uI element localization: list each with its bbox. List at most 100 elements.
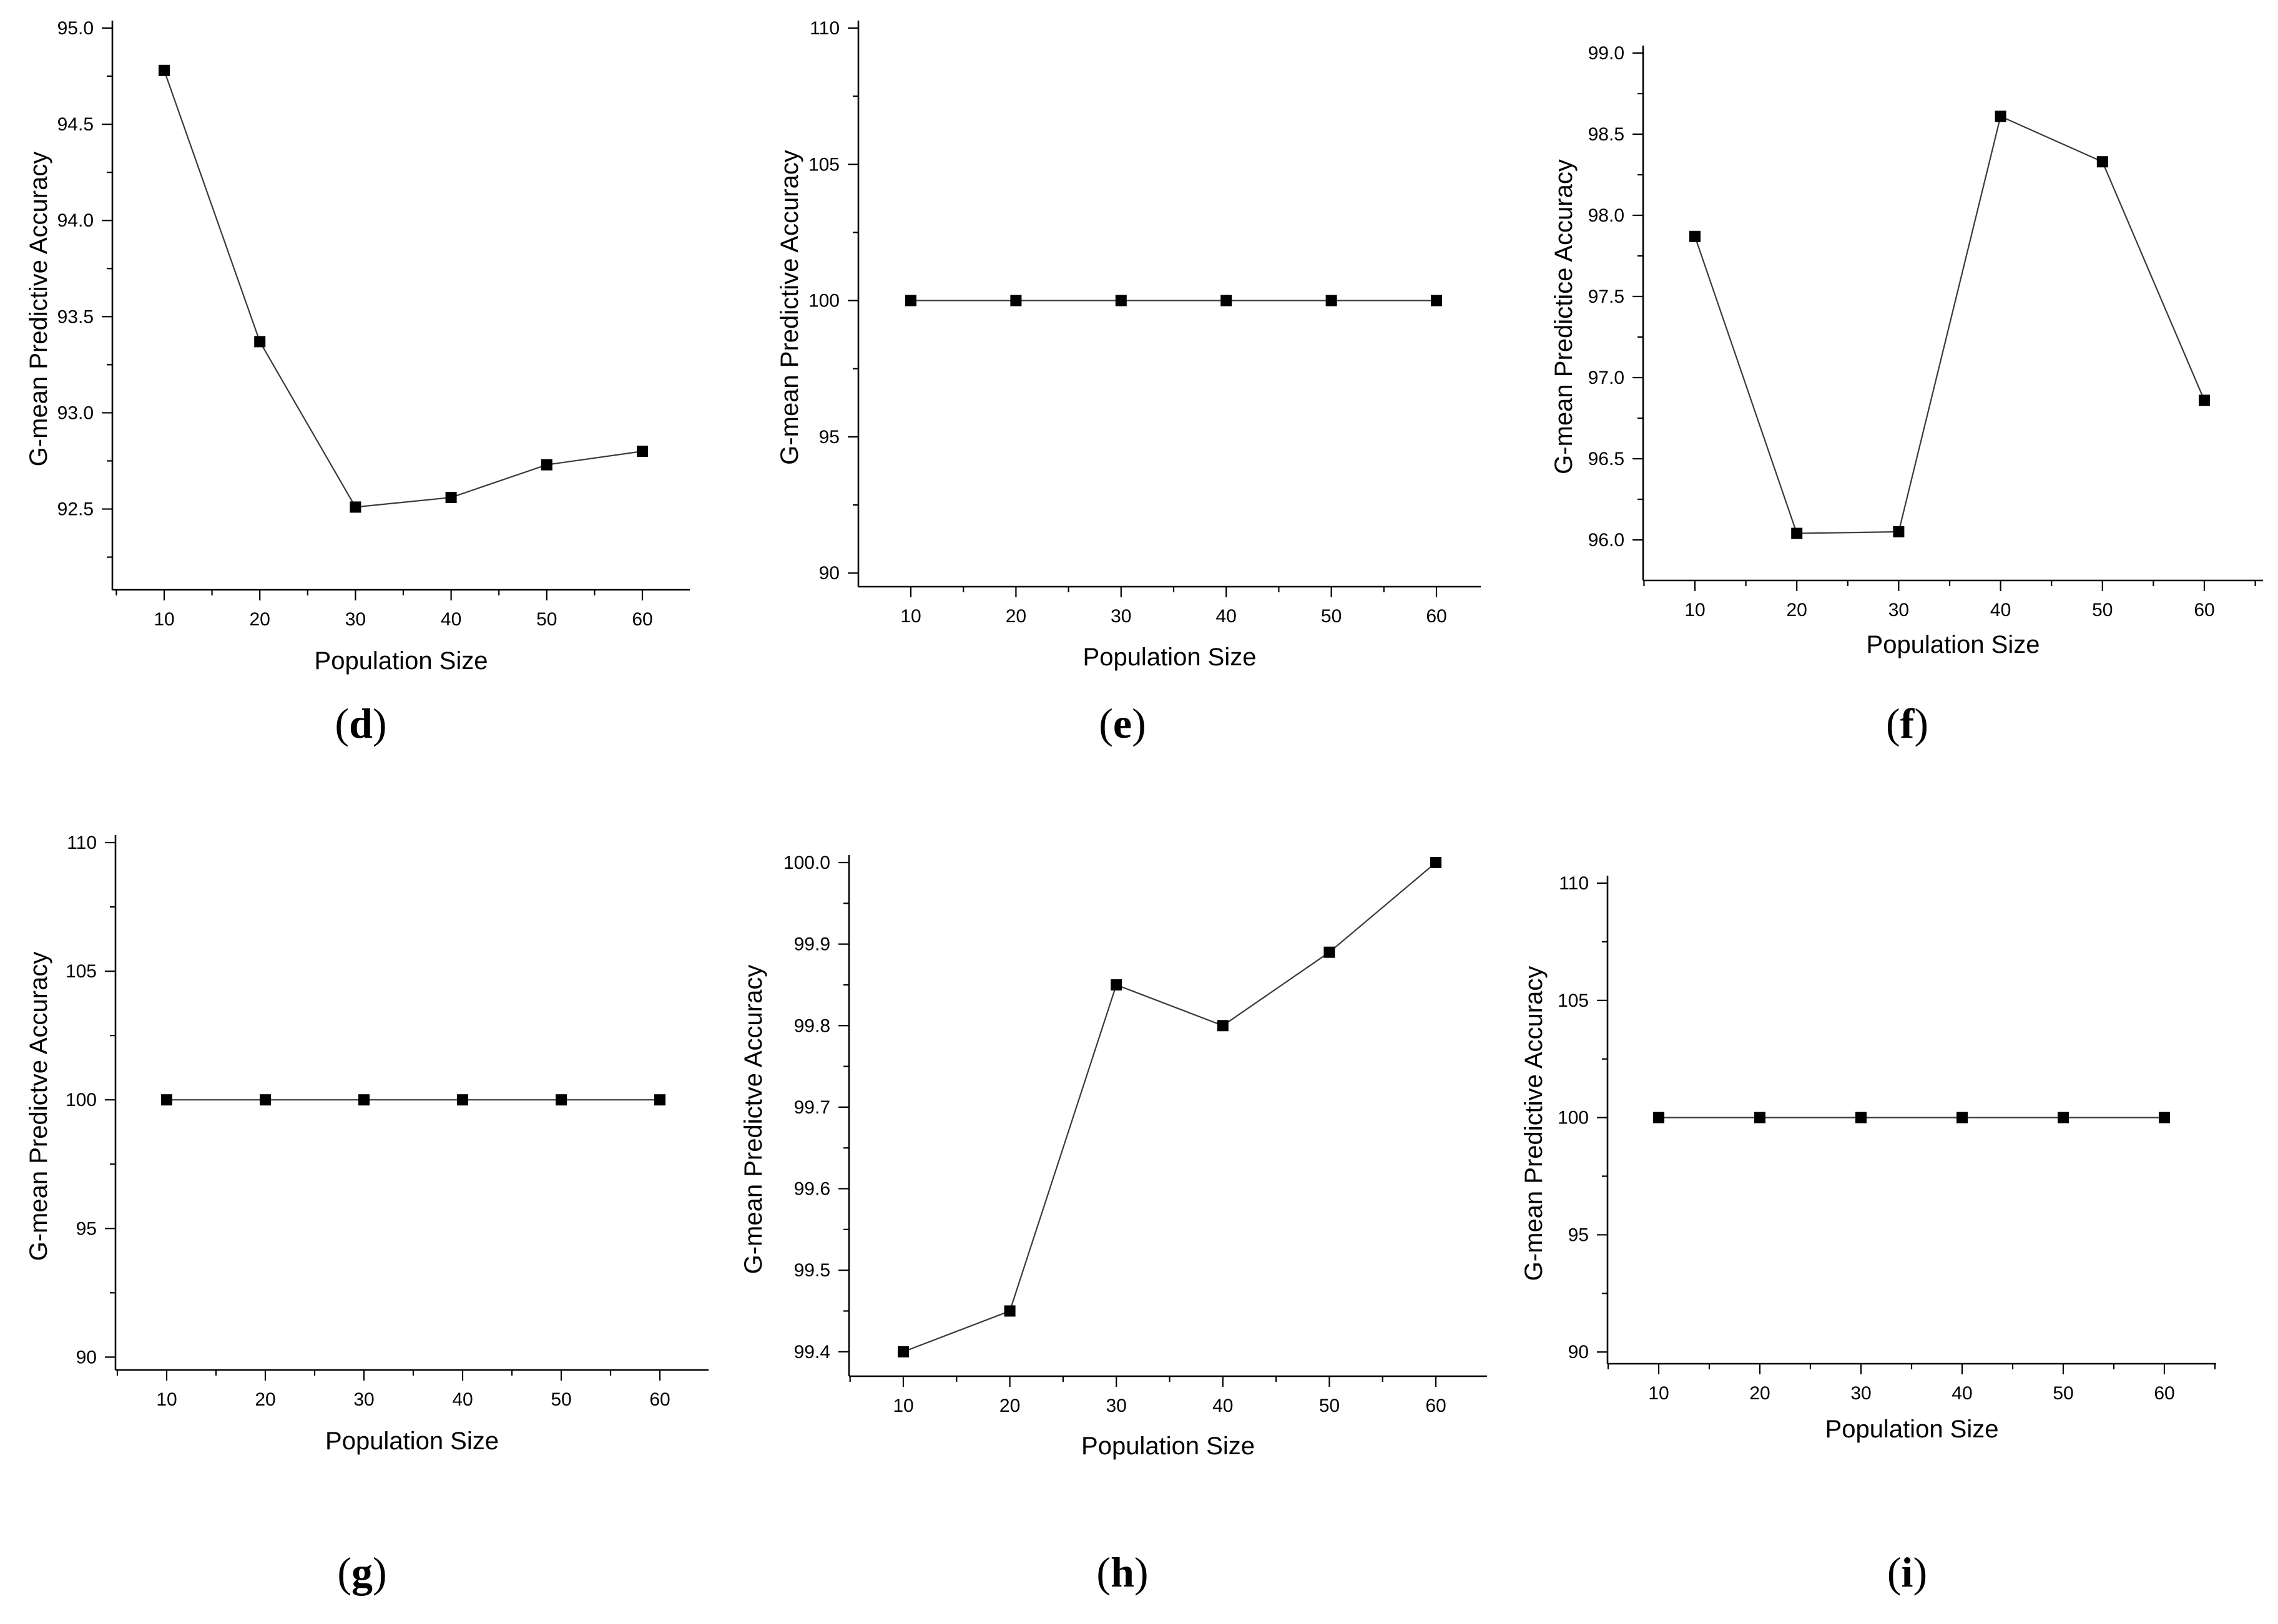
caption-e: (e) bbox=[1099, 700, 1146, 747]
chart-panel-d: 10 20 30 40 50 60 92.5 93.0 93.5 94.0 94.5 95.0 Popu… bbox=[25, 18, 690, 675]
data-point-g bbox=[457, 1094, 468, 1106]
data-point-h bbox=[1323, 946, 1335, 958]
y-tick-label-h: 99.5 bbox=[794, 1260, 830, 1281]
x-tick-label-i: 20 bbox=[1749, 1383, 1770, 1404]
x-tick-label-d: 50 bbox=[536, 609, 557, 630]
x-tick-label-i: 30 bbox=[1850, 1383, 1871, 1404]
data-point-i bbox=[1855, 1112, 1867, 1123]
y-tick-label-f: 96.5 bbox=[1588, 449, 1624, 469]
x-tick-label-i: 10 bbox=[1648, 1383, 1669, 1404]
data-point-h bbox=[898, 1346, 909, 1357]
y-tick-label-e: 90 bbox=[819, 563, 840, 584]
y-tick-label-g: 105 bbox=[66, 961, 97, 982]
data-point-g bbox=[556, 1094, 567, 1106]
y-tick-label-h: 100.0 bbox=[783, 853, 830, 873]
x-tick-label-f: 40 bbox=[1990, 600, 2011, 620]
x-tick-label-f: 10 bbox=[1684, 600, 1705, 620]
data-point-h bbox=[1111, 979, 1122, 991]
y-tick-label-e: 95 bbox=[819, 427, 840, 448]
caption-i-letter: i bbox=[1901, 1548, 1913, 1596]
data-point-d bbox=[445, 492, 457, 504]
data-point-f bbox=[2096, 156, 2108, 168]
chart-panel-i: 10 20 30 40 50 60 90 95 100 105 110 Population Size… bbox=[1520, 873, 2216, 1443]
data-point-d bbox=[541, 459, 552, 471]
chart-panel-g: 10 20 30 40 50 60 90 95 100 105 110 Population Size… bbox=[25, 833, 709, 1455]
x-tick-label-g: 40 bbox=[452, 1389, 473, 1410]
x-tick-label-g: 60 bbox=[649, 1389, 670, 1410]
y-tick-label-d: 93.5 bbox=[57, 306, 94, 327]
data-point-i bbox=[1754, 1112, 1765, 1123]
x-tick-label-g: 30 bbox=[353, 1389, 374, 1410]
data-point-i bbox=[1956, 1112, 1968, 1123]
data-point-e bbox=[1115, 295, 1127, 306]
x-tick-label-h: 10 bbox=[893, 1396, 913, 1416]
y-tick-label-i: 95 bbox=[1568, 1225, 1589, 1245]
data-point-f bbox=[1893, 526, 1905, 537]
series-line-d bbox=[163, 70, 643, 508]
y-tick-label-e: 105 bbox=[808, 154, 840, 175]
y-tick-label-f: 97.5 bbox=[1588, 286, 1624, 307]
data-point-d bbox=[254, 336, 266, 348]
y-axis-title-e: G-mean Predictive Accuracy bbox=[776, 150, 803, 465]
x-axis-title-f: Population Size bbox=[1867, 631, 2040, 658]
y-tick-label-h: 99.8 bbox=[794, 1015, 830, 1036]
y-tick-label-e: 100 bbox=[808, 291, 840, 311]
x-tick-label-e: 30 bbox=[1111, 606, 1131, 627]
y-tick-label-e: 110 bbox=[810, 18, 840, 39]
caption-d: (d) bbox=[335, 700, 387, 747]
data-point-i bbox=[2058, 1112, 2069, 1123]
x-axis-title-g: Population Size bbox=[325, 1427, 499, 1455]
x-axis-title-i: Population Size bbox=[1825, 1416, 1999, 1443]
x-tick-label-f: 30 bbox=[1888, 600, 1909, 620]
y-axis-title-g: G-mean Predictve Accuracy bbox=[25, 952, 52, 1261]
x-tick-label-h: 50 bbox=[1319, 1396, 1340, 1416]
caption-h-letter: h bbox=[1111, 1548, 1134, 1596]
data-point-g bbox=[358, 1094, 370, 1106]
x-axis-title-d: Population Size bbox=[315, 647, 488, 675]
data-point-h bbox=[1004, 1305, 1016, 1317]
y-tick-label-i: 105 bbox=[1558, 991, 1589, 1011]
data-point-g bbox=[654, 1094, 665, 1106]
x-tick-label-f: 20 bbox=[1787, 600, 1807, 620]
y-tick-label-d: 95.0 bbox=[57, 18, 94, 39]
data-point-d bbox=[350, 501, 361, 513]
y-tick-label-i: 110 bbox=[1559, 873, 1589, 894]
data-point-h bbox=[1430, 857, 1441, 868]
data-point-e bbox=[1220, 295, 1232, 306]
y-tick-label-d: 94.0 bbox=[57, 210, 94, 231]
y-tick-label-f: 97.0 bbox=[1588, 368, 1624, 388]
data-point-f bbox=[1791, 527, 1803, 539]
y-tick-label-g: 95 bbox=[76, 1218, 97, 1239]
series-line-f bbox=[1694, 115, 2206, 534]
x-tick-label-h: 40 bbox=[1212, 1396, 1233, 1416]
data-point-e bbox=[1325, 295, 1337, 306]
x-tick-label-e: 20 bbox=[1006, 606, 1026, 627]
y-tick-label-g: 90 bbox=[76, 1347, 97, 1367]
series-line-h bbox=[903, 862, 1436, 1353]
y-tick-label-d: 94.5 bbox=[57, 114, 94, 135]
data-point-i bbox=[1653, 1112, 1664, 1123]
caption-i: (i) bbox=[1887, 1548, 1928, 1596]
x-axis-title-e: Population Size bbox=[1083, 643, 1257, 671]
x-tick-label-e: 60 bbox=[1426, 606, 1446, 627]
y-tick-label-g: 110 bbox=[67, 833, 97, 853]
y-tick-label-h: 99.4 bbox=[794, 1342, 830, 1362]
data-point-f bbox=[2199, 394, 2210, 406]
y-axis-title-d: G-mean Predictive Accuracy bbox=[25, 152, 52, 467]
y-axis-title-h: G-mean Predictve Accuracy bbox=[740, 965, 767, 1274]
y-tick-label-f: 98.0 bbox=[1588, 205, 1624, 226]
x-tick-label-d: 20 bbox=[250, 609, 270, 630]
caption-f-letter: f bbox=[1900, 700, 1915, 747]
data-point-d bbox=[159, 64, 170, 76]
x-tick-label-d: 30 bbox=[345, 609, 366, 630]
data-point-g bbox=[161, 1094, 172, 1106]
y-tick-label-f: 98.5 bbox=[1588, 124, 1624, 145]
data-point-h bbox=[1217, 1020, 1229, 1032]
caption-d-letter: d bbox=[349, 700, 373, 747]
x-tick-label-e: 40 bbox=[1216, 606, 1237, 627]
x-tick-label-e: 10 bbox=[900, 606, 921, 627]
x-tick-label-g: 50 bbox=[551, 1389, 571, 1410]
x-tick-label-f: 60 bbox=[2194, 600, 2214, 620]
caption-g-letter: g bbox=[351, 1548, 373, 1596]
